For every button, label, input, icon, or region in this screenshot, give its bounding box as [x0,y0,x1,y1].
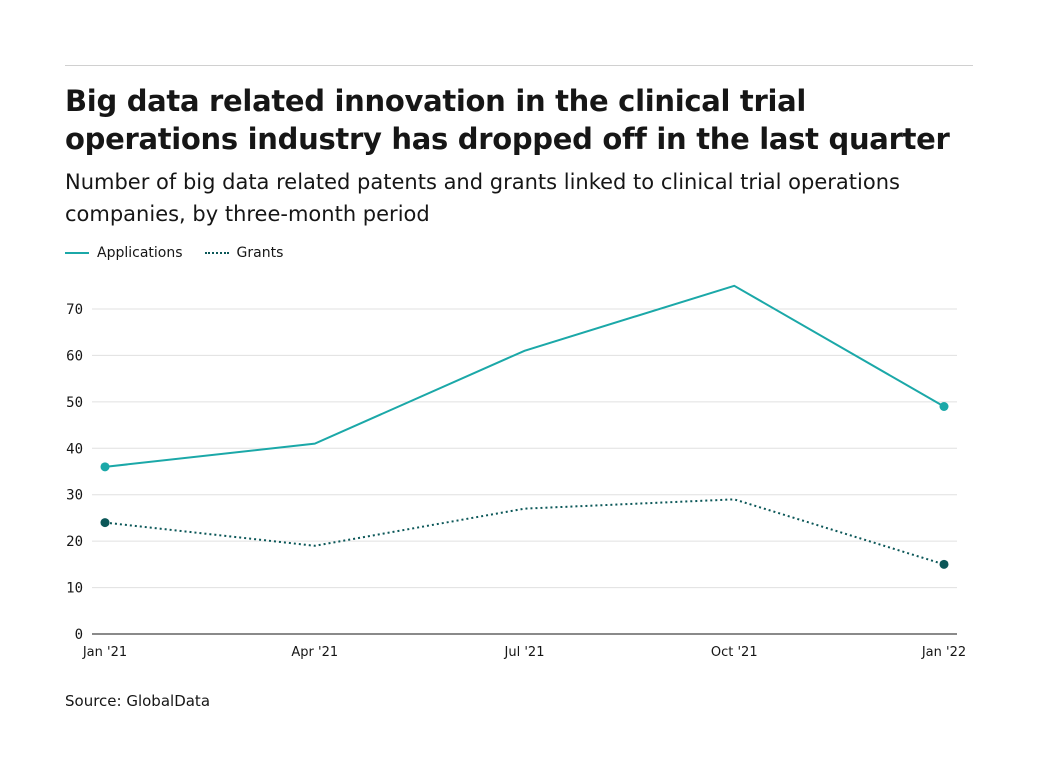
series-line-applications [104,284,945,468]
x-tick-label: Apr '21 [291,645,338,660]
legend-swatch-applications [65,252,89,254]
chart-subtitle: Number of big data related patents and g… [65,170,900,226]
data-point-applications [100,462,110,472]
legend-item-grants: Grants [204,245,284,261]
legend-label-applications: Applications [97,245,183,261]
x-tick-label: Jan '22 [921,645,966,660]
data-point-grants [939,559,949,569]
y-tick-label: 50 [66,395,83,411]
legend-item-applications: Applications [65,245,183,261]
top-rule [65,65,973,66]
data-point-applications [939,402,949,411]
legend-label-grants: Grants [236,245,284,261]
source-note: Source: GlobalData [65,692,211,710]
y-tick-label: 20 [66,534,83,550]
y-tick-label: 30 [66,488,83,504]
y-tick-label: 60 [66,348,83,364]
y-tick-label: 0 [75,627,83,643]
data-point-grants [100,518,110,528]
x-tick-label: Jan '21 [82,645,127,660]
x-tick-label: Oct '21 [711,645,758,660]
y-tick-label: 40 [66,441,83,457]
legend-swatch-grants [204,252,229,254]
x-tick-label: Jul '21 [504,645,545,660]
legend: Applications Grants [65,245,297,261]
chart-title: Big data related innovation in the clini… [65,84,950,156]
series-line-grants [104,498,945,566]
y-tick-label: 10 [66,581,83,597]
y-tick-label: 70 [66,302,83,318]
